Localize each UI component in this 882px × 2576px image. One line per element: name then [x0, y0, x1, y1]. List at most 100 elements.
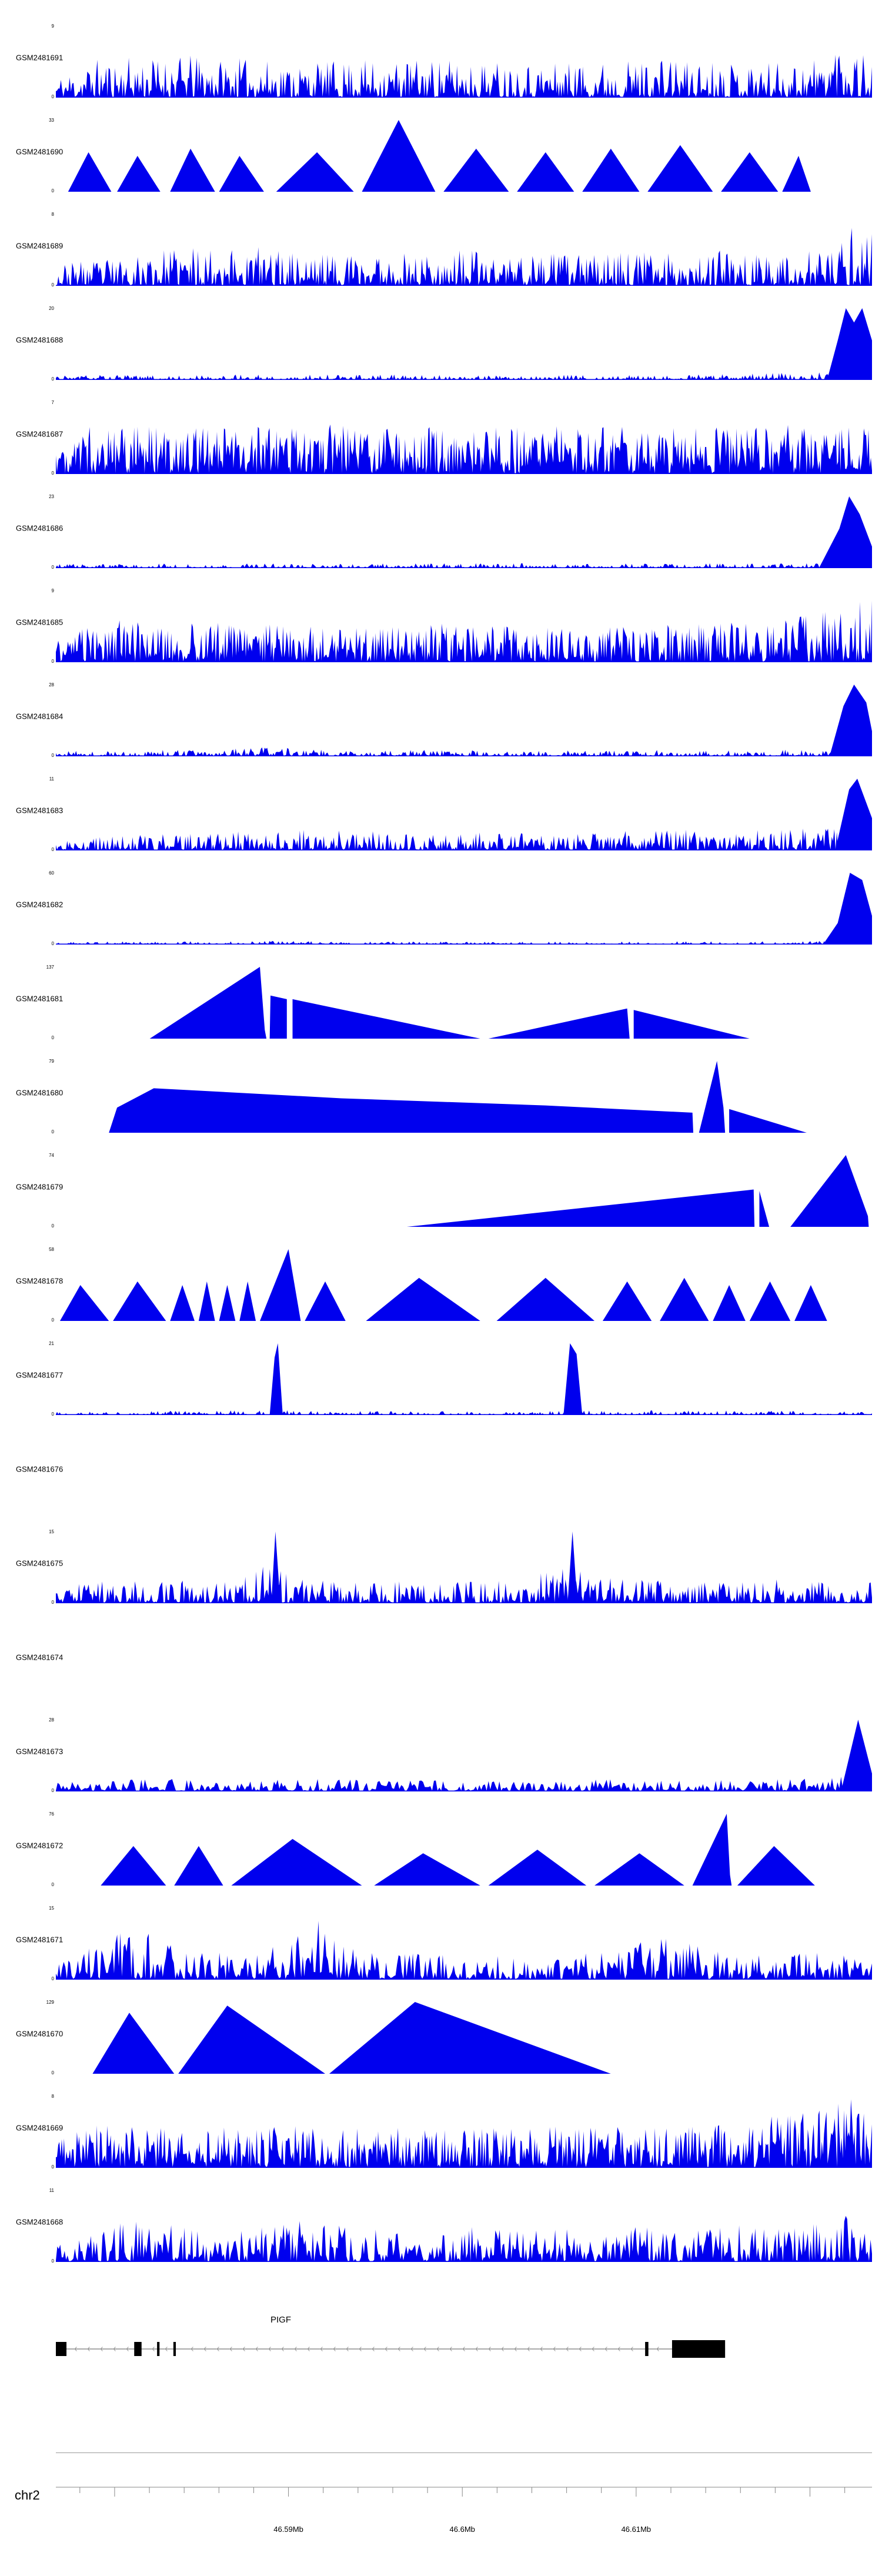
track-plot: 11 0	[49, 2188, 872, 2264]
track-label: GSM2481687	[16, 429, 64, 439]
track-label: GSM2481683	[16, 806, 64, 815]
ybase-label: 0	[51, 1412, 54, 1417]
ymax-label: 9	[51, 24, 54, 29]
ymax-label: 15	[49, 1529, 54, 1534]
track-plot: 79 0	[49, 1059, 872, 1134]
axis-tick-label: 46.6Mb	[450, 2525, 475, 2534]
signal-track: GSM2481678 58 0	[0, 1234, 882, 1328]
ymax-label: 137	[46, 965, 54, 970]
signal-area	[56, 2215, 872, 2262]
ybase-label: 0	[51, 1129, 54, 1134]
ymax-label: 60	[49, 870, 54, 876]
signal-area	[56, 2099, 872, 2168]
gene-model-drawing	[56, 2340, 726, 2358]
signal-area	[56, 779, 872, 850]
track-label: GSM2481682	[16, 900, 64, 909]
ymax-label: 28	[49, 682, 54, 688]
signal-track: GSM2481690 33 0	[0, 105, 882, 199]
ybase-label: 0	[51, 376, 54, 382]
exon-box	[56, 2342, 67, 2356]
signal-area	[56, 1720, 872, 1791]
track-label: GSM2481678	[16, 1276, 64, 1286]
ymax-label: 20	[49, 306, 54, 311]
ymax-label: 76	[49, 1811, 54, 1817]
ybase-label: 0	[51, 1600, 54, 1605]
signal-track: GSM2481679 74 0	[0, 1140, 882, 1234]
ybase-label: 0	[51, 2164, 54, 2170]
track-plot: 15 0	[49, 1906, 872, 1981]
signal-tracks: GSM2481691 9 0 GSM2481690 33 0 GSM2481689 8 0 GSM…	[0, 11, 882, 2269]
track-plot: 23 0	[49, 495, 872, 570]
chromosome-label: chr2	[15, 2488, 40, 2502]
ymax-label: 28	[49, 1717, 54, 1723]
ybase-label: 0	[51, 753, 54, 758]
ybase-label: 0	[51, 1788, 54, 1793]
coordinate-ruler: 46.59Mb 46.6Mb 46.61Mb	[56, 2484, 872, 2548]
ybase-label: 0	[51, 941, 54, 946]
track-label: GSM2481673	[16, 1747, 64, 1756]
signal-track: GSM2481680 79 0	[0, 1046, 882, 1140]
track-plot: 28 0	[49, 1718, 872, 1793]
track-label: GSM2481685	[16, 618, 64, 627]
ybase-label: 0	[51, 1882, 54, 1887]
signal-track: GSM2481675 15 0	[0, 1516, 882, 1610]
ymax-label: 7	[51, 400, 54, 405]
track-label: GSM2481684	[16, 712, 64, 721]
track-plot: 33 0	[49, 118, 872, 193]
signal-area	[56, 496, 872, 568]
track-plot: 58 0	[49, 1247, 872, 1323]
track-plot: 76 0	[49, 1812, 872, 1887]
signal-track: GSM2481687 7 0	[0, 387, 882, 481]
track-label: GSM2481679	[16, 1182, 64, 1192]
signal-area	[92, 2002, 611, 2074]
signal-track: GSM2481676	[0, 1422, 882, 1516]
gene-track-section: PIGF	[0, 2269, 882, 2387]
signal-area	[56, 1343, 872, 1415]
signal-area	[56, 873, 872, 945]
track-plot: 20 0	[49, 306, 872, 382]
track-label: GSM2481680	[16, 1088, 64, 1097]
track-label: GSM2481681	[16, 994, 64, 1003]
signal-track: GSM2481683 11 0	[0, 763, 882, 857]
ymax-label: 129	[46, 2000, 54, 2005]
ybase-label: 0	[51, 94, 54, 99]
axis-tick-label: 46.61Mb	[622, 2525, 652, 2534]
axis-tick-label: 46.59Mb	[273, 2525, 303, 2534]
ybase-label: 0	[51, 1317, 54, 1323]
signal-area	[406, 1155, 869, 1227]
track-plot: 11 0	[49, 777, 872, 852]
signal-area	[101, 1814, 815, 1886]
signal-track: GSM2481670 129 0	[0, 1987, 882, 2081]
ybase-label: 0	[51, 1035, 54, 1040]
ymax-label: 74	[49, 1153, 54, 1158]
signal-track: GSM2481672 76 0	[0, 1798, 882, 1893]
track-label: GSM2481689	[16, 241, 64, 251]
gene-name-label: PIGF	[270, 2315, 292, 2325]
signal-track: GSM2481669 8 0	[0, 2081, 882, 2175]
signal-track: GSM2481691 9 0	[0, 11, 882, 105]
ymax-label: 58	[49, 1247, 54, 1252]
ybase-label: 0	[51, 1976, 54, 1981]
exon-box	[173, 2342, 176, 2356]
signal-track: GSM2481688 20 0	[0, 293, 882, 387]
ymax-label: 23	[49, 494, 54, 499]
track-label: GSM2481669	[16, 2123, 64, 2133]
coordinate-axis-section: chr2 46.59Mb 46.6Mb 46.61Mb	[0, 2387, 882, 2576]
signal-track: GSM2481668 11 0	[0, 2175, 882, 2269]
track-label: GSM2481691	[16, 53, 64, 62]
ymax-label: 8	[51, 212, 54, 217]
track-label: GSM2481677	[16, 1370, 64, 1380]
ymax-label: 15	[49, 1906, 54, 1911]
track-label: GSM2481671	[16, 1935, 64, 1944]
ymax-label: 11	[49, 776, 54, 782]
signal-area	[56, 685, 872, 756]
signal-area	[56, 228, 872, 286]
track-label: GSM2481675	[16, 1559, 64, 1568]
ybase-label: 0	[51, 282, 54, 288]
track-label: GSM2481676	[16, 1464, 64, 1474]
signal-track: GSM2481671 15 0	[0, 1893, 882, 1987]
